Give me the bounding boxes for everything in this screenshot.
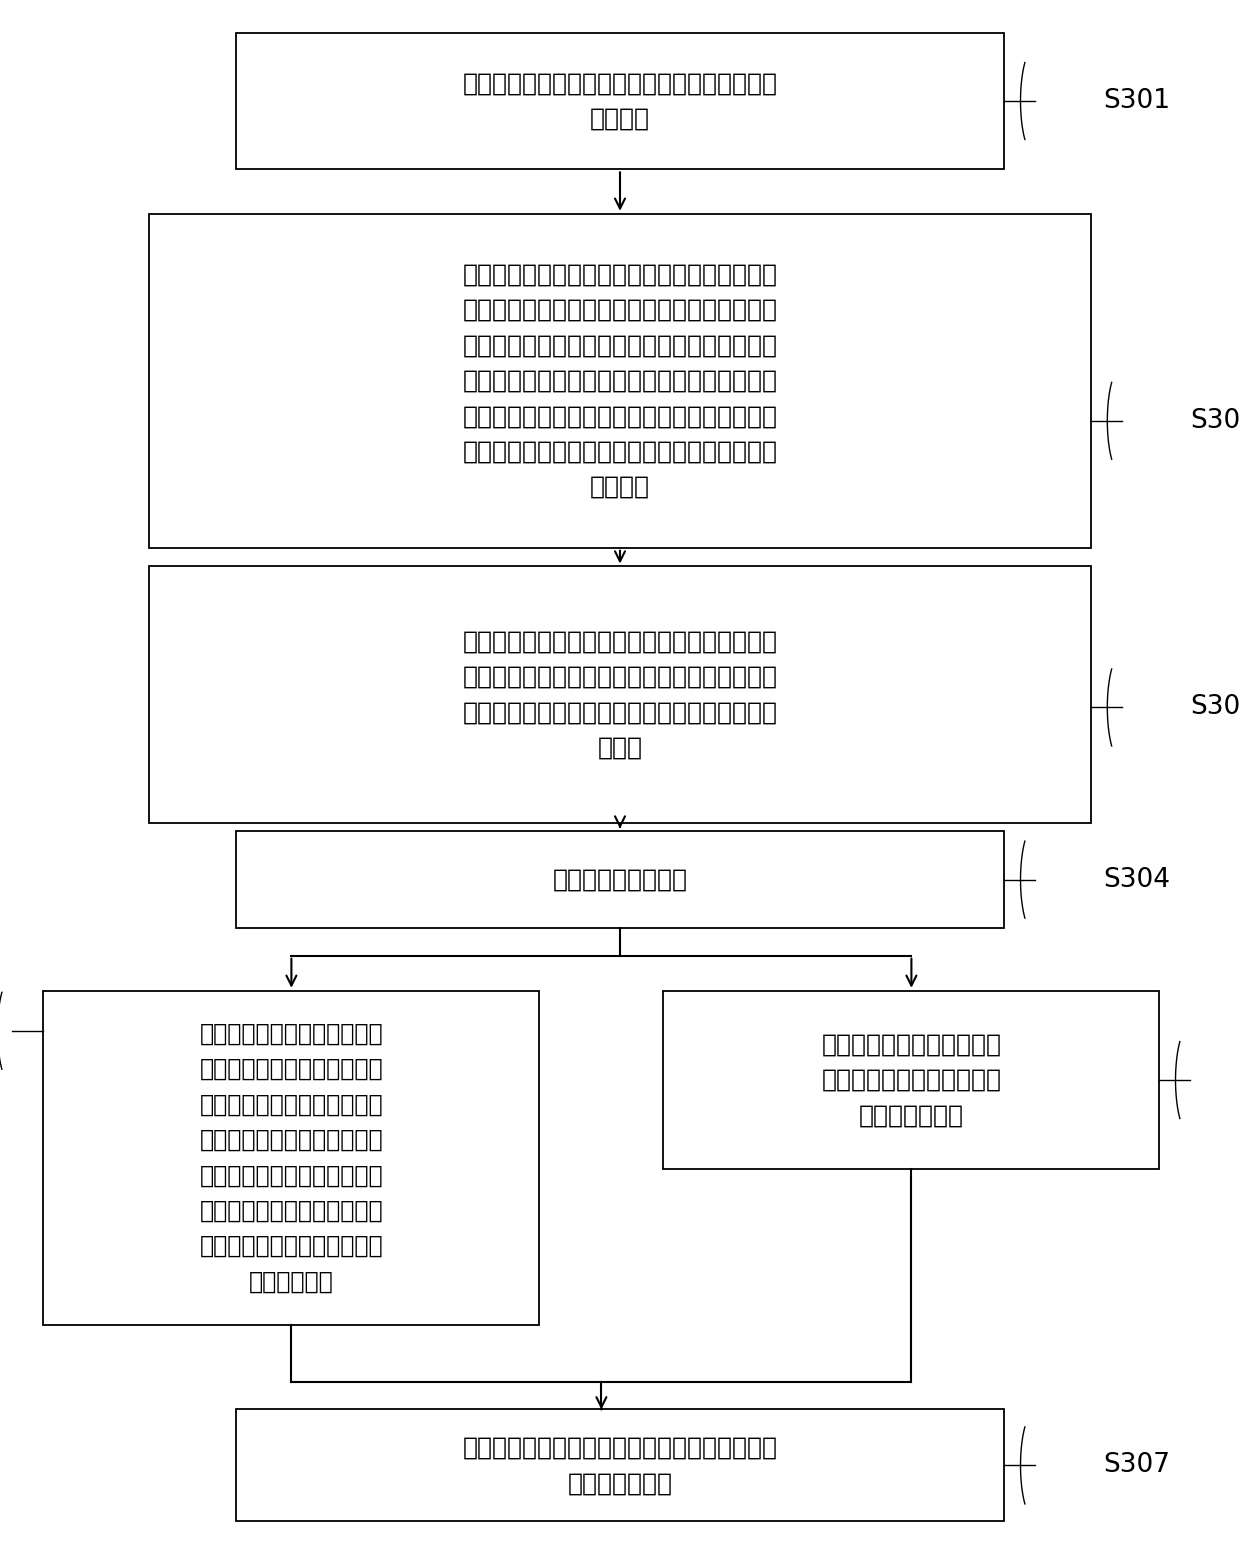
Text: 当所述质心满足设定条件时，
将所述质心设置为所述聚类的
新的所述聚类中心，重新计算
候选向量与聚类中心之间的欧
式距离，将最短的欧式距离所
对应的候选向量和聚类: 当所述质心满足设定条件时， 将所述质心设置为所述聚类的 新的所述聚类中心，重新计… [200, 1023, 383, 1293]
Text: 计算所述聚类的质心: 计算所述聚类的质心 [553, 867, 687, 892]
Text: S302: S302 [1190, 407, 1240, 434]
Bar [236, 33, 1004, 169]
Bar [43, 991, 539, 1324]
Bar [149, 214, 1091, 549]
Text: S301: S301 [1104, 89, 1171, 113]
Text: 计算候选向量与聚类中心之间的欧式距离，将最
短的欧式距离所对应的候选向量和聚类中心组成
聚类，直到不存在未组成所述聚类的所述候选向
量为止: 计算候选向量与聚类中心之间的欧式距离，将最 短的欧式距离所对应的候选向量和聚类中… [463, 629, 777, 760]
Text: 将所述聚类中心和对应的所述样本输出向量组合
为所述训练样本: 将所述聚类中心和对应的所述样本输出向量组合 为所述训练样本 [463, 1436, 777, 1495]
Text: 将所述聚类中心之外的各样本输入向量确定为候
选向量，计算各候选向量与已有的所述聚类中心
之间的欧式距离，将最短的欧式距离确定为衡量
距离，在至少一个所述衡量距离: 将所述聚类中心之外的各样本输入向量确定为候 选向量，计算各候选向量与已有的所述聚… [463, 263, 777, 499]
Text: 当所述质心不满足所述设定
条件时，维持所述聚类原有
的所述聚类中心: 当所述质心不满足所述设定 条件时，维持所述聚类原有 的所述聚类中心 [821, 1032, 1002, 1128]
Bar [236, 831, 1004, 928]
Text: S303: S303 [1190, 695, 1240, 721]
Text: S307: S307 [1104, 1453, 1171, 1478]
Text: 确定聚类个数，选取一个所述样本输入向量作为
聚类中心: 确定聚类个数，选取一个所述样本输入向量作为 聚类中心 [463, 71, 777, 131]
Bar [149, 566, 1091, 824]
Bar [236, 1409, 1004, 1521]
Text: S304: S304 [1104, 867, 1171, 892]
Bar [663, 991, 1159, 1169]
